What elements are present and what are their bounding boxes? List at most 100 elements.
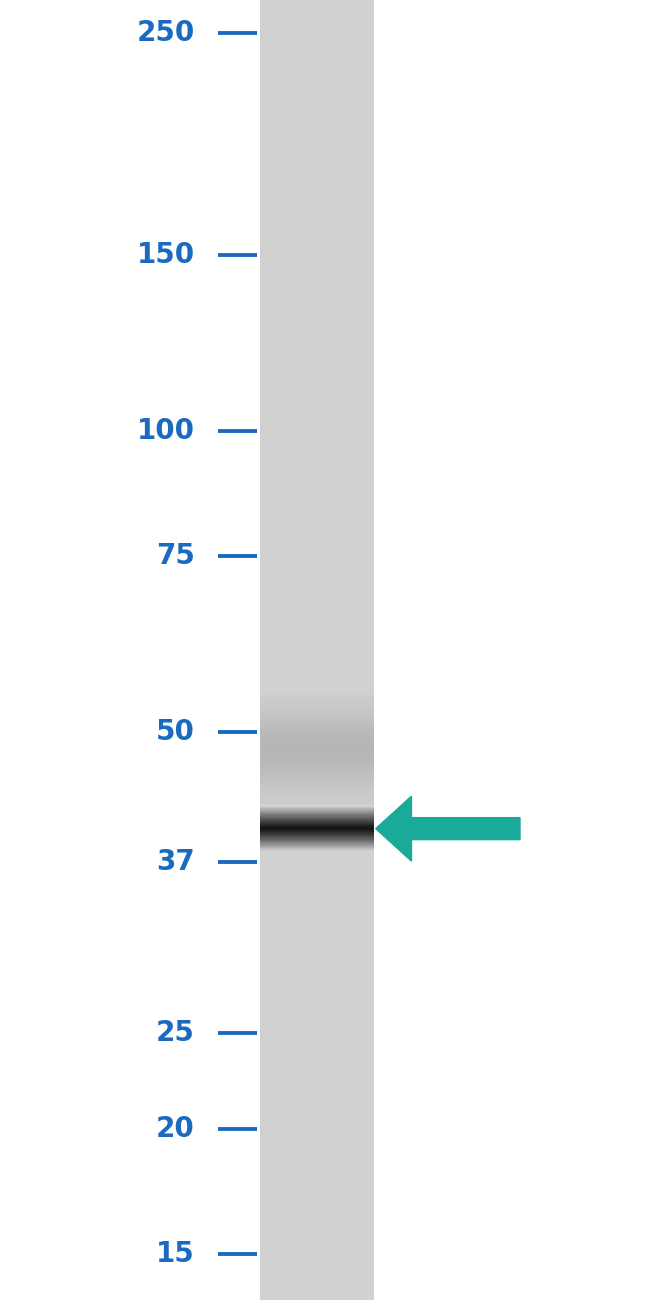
Bar	[260, 737, 374, 738]
Bar	[260, 143, 374, 147]
Bar	[260, 61, 374, 65]
Bar	[260, 641, 374, 646]
Bar	[260, 1183, 374, 1187]
Bar	[260, 204, 374, 208]
Bar	[260, 1218, 374, 1222]
Bar	[260, 446, 374, 451]
Bar	[260, 760, 374, 762]
Bar	[260, 9, 374, 13]
Bar	[260, 676, 374, 680]
Bar	[260, 712, 374, 714]
Bar	[260, 1010, 374, 1014]
Bar	[260, 871, 374, 875]
Bar	[260, 650, 374, 654]
Bar	[260, 1070, 374, 1075]
Bar	[260, 438, 374, 442]
Bar	[260, 796, 374, 798]
Bar	[260, 576, 374, 581]
Bar	[260, 26, 374, 30]
Bar	[260, 1231, 374, 1235]
Text: 100: 100	[137, 417, 195, 445]
FancyArrow shape	[376, 796, 520, 861]
Bar	[260, 1296, 374, 1300]
Bar	[260, 732, 374, 733]
Bar	[260, 741, 374, 745]
Bar	[260, 78, 374, 82]
Bar	[260, 212, 374, 217]
Bar	[260, 725, 374, 727]
Bar	[260, 884, 374, 888]
Bar	[260, 1166, 374, 1170]
Bar	[260, 780, 374, 784]
Bar	[260, 932, 374, 936]
Bar	[260, 373, 374, 377]
Bar	[260, 1209, 374, 1213]
Bar	[260, 867, 374, 871]
Bar	[260, 975, 374, 979]
Bar	[260, 698, 374, 702]
Bar	[260, 800, 374, 801]
Bar	[260, 316, 374, 321]
Bar	[260, 984, 374, 988]
Bar	[260, 1205, 374, 1209]
Bar	[260, 1031, 374, 1036]
Bar	[260, 1174, 374, 1179]
Bar	[260, 919, 374, 923]
Bar	[260, 819, 374, 823]
Bar	[260, 568, 374, 572]
Bar	[260, 165, 374, 169]
Bar	[260, 472, 374, 477]
Bar	[260, 862, 374, 867]
Text: 250: 250	[136, 20, 195, 47]
Bar	[260, 524, 374, 529]
Bar	[260, 949, 374, 953]
Bar	[260, 152, 374, 156]
Bar	[260, 312, 374, 316]
Bar	[260, 247, 374, 251]
Bar	[260, 342, 374, 347]
Bar	[260, 789, 374, 790]
Bar	[260, 715, 374, 716]
Bar	[260, 529, 374, 533]
Bar	[260, 1014, 374, 1018]
Bar	[260, 17, 374, 22]
Bar	[260, 910, 374, 914]
Bar	[260, 764, 374, 766]
Bar	[260, 663, 374, 667]
Bar	[260, 1226, 374, 1231]
Bar	[260, 728, 374, 732]
Bar	[260, 217, 374, 221]
Bar	[260, 723, 374, 725]
Bar	[260, 786, 374, 788]
Bar	[260, 368, 374, 373]
Bar	[260, 718, 374, 719]
Bar	[260, 277, 374, 282]
Bar	[260, 1001, 374, 1005]
Bar	[260, 1122, 374, 1127]
Bar	[260, 511, 374, 516]
Bar	[260, 694, 374, 696]
Bar	[260, 888, 374, 893]
Bar	[260, 785, 374, 786]
Bar	[260, 711, 374, 712]
Bar	[260, 654, 374, 659]
Bar	[260, 1018, 374, 1023]
Bar	[260, 1131, 374, 1135]
Bar	[260, 780, 374, 781]
Text: 20: 20	[156, 1115, 195, 1144]
Bar	[260, 221, 374, 225]
Bar	[260, 338, 374, 342]
Bar	[260, 854, 374, 858]
Bar	[260, 745, 374, 750]
Bar	[260, 1179, 374, 1183]
Bar	[260, 4, 374, 9]
Bar	[260, 30, 374, 35]
Bar	[260, 1287, 374, 1291]
Bar	[260, 65, 374, 69]
Bar	[260, 555, 374, 559]
Bar	[260, 35, 374, 39]
Bar	[260, 914, 374, 919]
Bar	[260, 836, 374, 841]
Bar	[260, 282, 374, 286]
Bar	[260, 95, 374, 100]
